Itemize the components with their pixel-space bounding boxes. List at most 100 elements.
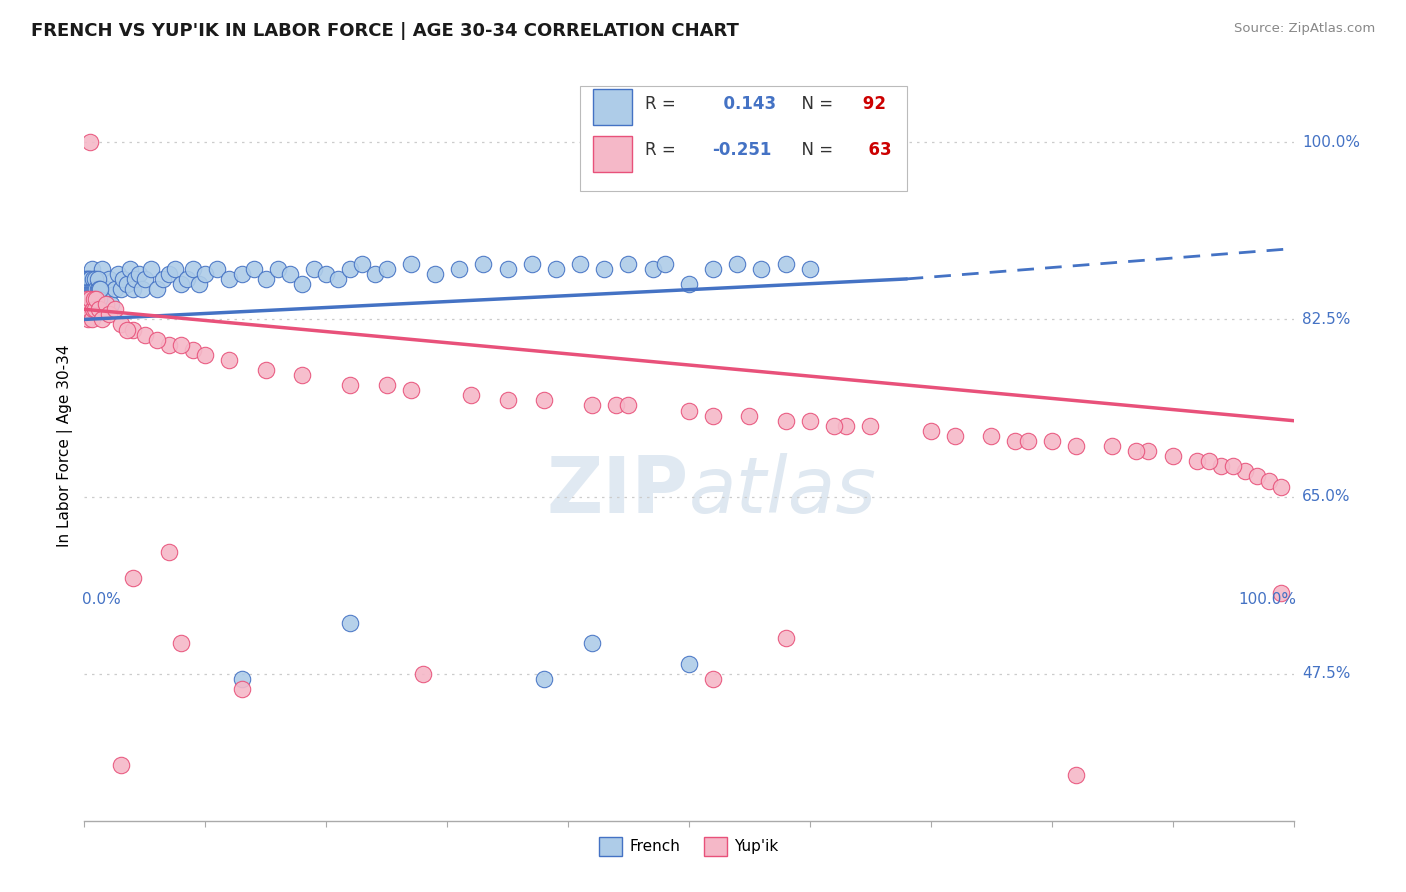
Point (84, 302, 107, 317)
Point (520, 257, 543, 271)
Point (75, 282, 97, 296)
Point (110, 318, 132, 332)
Point (76, 292, 98, 306)
Point (83, 282, 105, 296)
Point (146, 333, 169, 347)
Point (799, 261, 821, 276)
Text: FRENCH VS YUP'IK IN LABOR FORCE | AGE 30-34 CORRELATION CHART: FRENCH VS YUP'IK IN LABOR FORCE | AGE 30… (31, 22, 738, 40)
Point (157, 267, 180, 281)
Point (605, 399, 627, 413)
Point (460, 388, 482, 402)
Point (79, 292, 101, 306)
Point (291, 368, 314, 383)
Point (86, 282, 108, 296)
Point (472, 257, 495, 271)
Point (496, 261, 519, 276)
Point (157, 545, 180, 559)
Point (134, 272, 156, 286)
Point (702, 409, 724, 423)
Point (124, 272, 146, 286)
Point (1246, 469, 1268, 483)
Point (1185, 454, 1208, 468)
Point (738, 409, 761, 423)
Point (121, 322, 143, 336)
Point (1222, 459, 1244, 474)
Point (1017, 434, 1039, 448)
Point (1125, 444, 1147, 458)
Point (207, 261, 229, 276)
Point (77, 312, 100, 326)
Point (75, 302, 97, 317)
Text: N =: N = (790, 141, 838, 160)
Point (107, 267, 129, 281)
Point (231, 267, 253, 281)
Point (86, 287, 108, 301)
Text: 0.143: 0.143 (711, 95, 776, 112)
Point (110, 282, 132, 296)
Point (80, 292, 103, 306)
Point (218, 353, 240, 368)
Point (267, 261, 290, 276)
FancyBboxPatch shape (581, 87, 907, 191)
Point (231, 672, 253, 686)
Point (181, 343, 204, 357)
Text: atlas: atlas (689, 453, 877, 529)
Point (77, 292, 100, 306)
Point (533, 393, 555, 408)
FancyBboxPatch shape (593, 136, 633, 172)
Point (581, 399, 603, 413)
Point (194, 267, 217, 281)
Point (859, 418, 882, 433)
Point (121, 282, 143, 296)
Point (399, 257, 422, 271)
Point (181, 261, 204, 276)
Point (218, 272, 240, 286)
Point (77, 282, 100, 296)
Point (83, 272, 105, 286)
Point (363, 267, 385, 281)
Text: -0.251: -0.251 (711, 141, 772, 160)
Point (339, 378, 361, 392)
Point (302, 261, 325, 276)
Point (496, 393, 519, 408)
Point (152, 272, 174, 286)
Point (91, 312, 114, 326)
Point (1137, 444, 1160, 458)
Text: N =: N = (790, 95, 838, 112)
Point (79, 272, 101, 286)
Point (702, 672, 724, 686)
Point (569, 257, 592, 271)
Point (139, 261, 162, 276)
Point (920, 424, 942, 438)
Text: 47.5%: 47.5% (1302, 666, 1350, 681)
Point (315, 267, 337, 281)
Point (76, 282, 98, 296)
Point (593, 261, 616, 276)
Point (1064, 768, 1087, 782)
Point (77, 302, 100, 317)
Point (702, 261, 724, 276)
Point (80, 312, 103, 326)
Point (170, 277, 193, 291)
Point (79, 292, 101, 306)
Point (86, 292, 108, 306)
Point (104, 302, 127, 317)
Point (399, 384, 422, 398)
Point (86, 282, 108, 296)
Point (112, 272, 135, 286)
Point (1258, 475, 1281, 489)
Point (1161, 449, 1184, 463)
Point (375, 261, 398, 276)
Point (79, 135, 101, 149)
Point (423, 267, 446, 281)
Point (641, 261, 664, 276)
Point (110, 758, 132, 772)
Point (115, 322, 138, 336)
Point (87, 282, 110, 296)
Point (678, 277, 700, 291)
Point (83, 292, 105, 306)
Point (533, 672, 555, 686)
Point (75, 272, 97, 286)
Point (775, 632, 797, 646)
Point (291, 277, 314, 291)
